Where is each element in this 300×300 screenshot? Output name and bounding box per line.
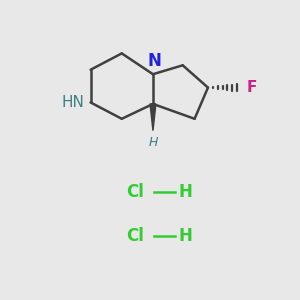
Text: H: H bbox=[148, 136, 158, 149]
Text: Cl: Cl bbox=[126, 227, 144, 245]
Text: H: H bbox=[179, 183, 193, 201]
Text: N: N bbox=[148, 52, 161, 70]
Polygon shape bbox=[150, 104, 156, 131]
Text: Cl: Cl bbox=[126, 183, 144, 201]
Text: F: F bbox=[247, 80, 257, 95]
Text: HN: HN bbox=[62, 95, 85, 110]
Text: H: H bbox=[179, 227, 193, 245]
